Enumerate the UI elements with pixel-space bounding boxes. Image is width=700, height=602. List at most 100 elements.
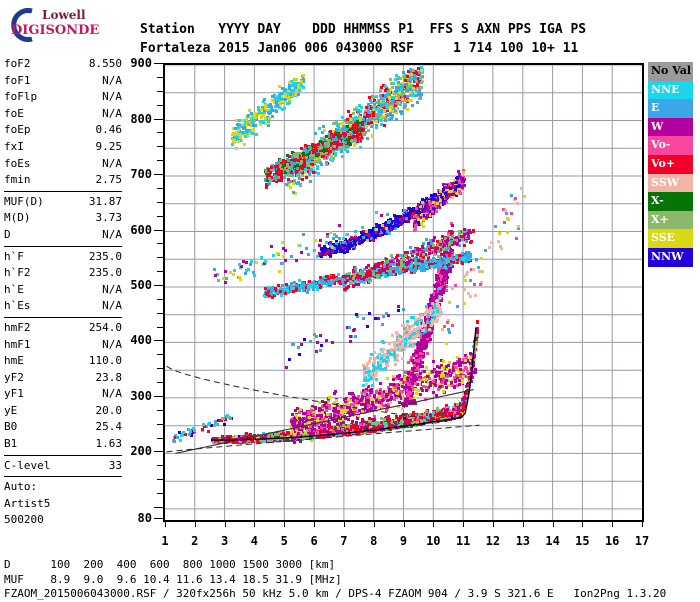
param-row: fxI 9.25 xyxy=(4,139,122,156)
y-axis-tick xyxy=(154,118,163,120)
param-row: h`F 235.0 xyxy=(4,249,122,266)
param-row: hmF2 254.0 xyxy=(4,320,122,337)
auto-program: Artist5 xyxy=(4,496,51,510)
param-key: fmin xyxy=(4,173,31,187)
param-row: hmE 110.0 xyxy=(4,353,122,370)
param-row: MUF(D) 31.87 xyxy=(4,194,122,211)
param-value: N/A xyxy=(102,337,122,351)
param-key: h`Es xyxy=(4,299,31,313)
param-row: yF1 N/A xyxy=(4,386,122,403)
param-value: N/A xyxy=(102,106,122,120)
y-axis-tick xyxy=(154,395,163,397)
param-value: N/A xyxy=(102,90,122,104)
param-value: 2.75 xyxy=(95,173,123,187)
param-row: h`E N/A xyxy=(4,282,122,299)
y-axis-tick xyxy=(157,90,163,92)
y-axis-tick xyxy=(157,479,163,481)
y-axis-tick xyxy=(154,63,163,64)
param-key: B0 xyxy=(4,420,18,434)
y-axis-tick xyxy=(157,187,163,189)
param-value: N/A xyxy=(102,299,122,313)
param-key: C-level xyxy=(4,458,51,472)
y-axis: 80 200 300 400 500 600 700 800 900 xyxy=(110,55,163,530)
param-divider xyxy=(4,316,122,318)
y-axis-tick xyxy=(157,423,163,425)
param-key: MUF(D) xyxy=(4,194,44,208)
station-header: Station YYYY DAY DDD HHMMSS P1 FFS S AXN… xyxy=(140,20,586,58)
param-row: foEp 0.46 xyxy=(4,122,122,139)
param-row: hmF1 N/A xyxy=(4,337,122,354)
param-value: 8.550 xyxy=(88,57,122,70)
logo-arc-icon xyxy=(6,8,40,46)
param-row: M(D) 3.73 xyxy=(4,210,122,227)
y-axis-tick xyxy=(157,409,163,411)
logo-word-digisonde: DIGISONDE xyxy=(11,23,100,38)
param-value: 3.73 xyxy=(95,211,123,225)
param-row: yF2 23.8 xyxy=(4,370,122,387)
header-value-row: Fortaleza 2015 Jan06 006 043000 RSF 1 71… xyxy=(140,41,579,56)
y-axis-tick xyxy=(157,76,163,78)
auto-code: 500200 xyxy=(4,513,44,527)
y-axis-tick xyxy=(154,506,163,508)
param-row: h`F2 235.0 xyxy=(4,265,122,282)
param-value: N/A xyxy=(102,282,122,296)
y-axis-tick xyxy=(157,215,163,217)
y-axis-label: 300 xyxy=(130,388,152,403)
param-value: N/A xyxy=(102,387,122,401)
param-value: 31.87 xyxy=(88,194,122,208)
param-key: foE xyxy=(4,106,24,120)
param-key: hmF2 xyxy=(4,320,31,334)
y-axis-tick xyxy=(157,243,163,245)
param-row: B1 1.63 xyxy=(4,436,122,453)
y-axis-tick xyxy=(157,298,163,300)
ionogram-plot-area[interactable] xyxy=(163,63,644,522)
param-value: N/A xyxy=(102,227,122,241)
y-axis-label: 600 xyxy=(130,222,152,237)
y-axis-label: 700 xyxy=(130,167,152,181)
param-key: B1 xyxy=(4,437,18,451)
y-axis-label: 500 xyxy=(130,278,152,292)
y-axis-label: 200 xyxy=(130,444,152,459)
y-axis-tick xyxy=(157,465,163,467)
y-axis-tick xyxy=(154,229,163,231)
y-axis-tick xyxy=(157,104,163,106)
param-row: foFlp N/A xyxy=(4,89,122,106)
y-axis-tick xyxy=(154,174,163,175)
param-key: h`E xyxy=(4,282,24,296)
param-value: 235.0 xyxy=(88,249,122,263)
y-axis-tick xyxy=(157,437,163,439)
param-value: 235.0 xyxy=(88,266,122,280)
param-key: h`F xyxy=(4,249,24,263)
param-key: foF1 xyxy=(4,73,31,87)
param-value: 23.8 xyxy=(95,370,123,384)
y-axis-tick xyxy=(154,340,163,342)
param-key: fxI xyxy=(4,139,24,153)
y-axis-label: 80 xyxy=(137,511,152,525)
lowell-digisonde-logo: Lowell DIGISONDE xyxy=(6,6,102,44)
param-key: foFlp xyxy=(4,90,38,104)
scatter-point xyxy=(456,402,460,406)
param-value: 9.25 xyxy=(95,139,123,153)
param-divider xyxy=(4,476,122,478)
param-row: foEs N/A xyxy=(4,156,122,173)
y-axis-label: 900 xyxy=(130,56,152,70)
param-divider xyxy=(4,454,122,456)
y-axis-tick xyxy=(157,271,163,273)
scatter-point xyxy=(339,423,343,427)
y-axis-tick xyxy=(157,201,163,203)
param-value: 20.0 xyxy=(95,403,123,417)
y-axis-tick xyxy=(157,146,163,148)
y-axis-tick xyxy=(157,368,163,370)
param-value: 0.46 xyxy=(95,123,123,137)
param-row: B0 25.4 xyxy=(4,419,122,436)
header-column-row: Station YYYY DAY DDD HHMMSS P1 FFS S AXN… xyxy=(140,22,587,37)
y-axis-tick xyxy=(157,257,163,259)
scatter-point xyxy=(379,416,383,420)
param-key: foEs xyxy=(4,156,31,170)
y-axis-tick xyxy=(157,493,163,494)
y-axis-tick xyxy=(154,451,163,453)
param-row: D N/A xyxy=(4,227,122,244)
param-row: fmin 2.75 xyxy=(4,172,122,189)
ionogram-parameter-table: foF2 8.550 foF1 N/A foFlp N/A foE N/A foEp 0.46 fx… xyxy=(4,56,122,529)
param-row: yE 20.0 xyxy=(4,403,122,420)
